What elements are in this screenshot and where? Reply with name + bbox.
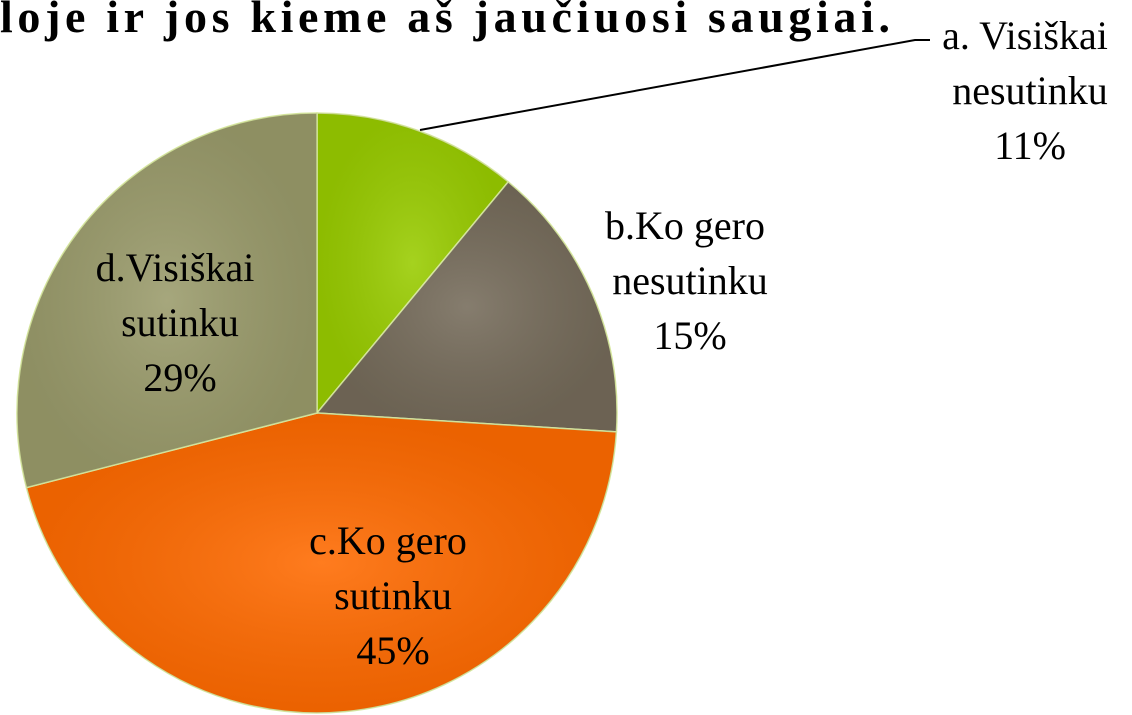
- slice-shade: [26, 413, 617, 713]
- chart-title: loje ir jos kieme aš jaučiuosi saugiai.: [0, 0, 890, 42]
- category-label: d.Visiškai sutinku: [96, 245, 265, 345]
- category-label: b.Ko gero nesutinku: [605, 203, 775, 303]
- slice-shade: [317, 113, 509, 413]
- pie: [16, 112, 618, 714]
- leader-line: [419, 39, 930, 131]
- slice-shade: [317, 181, 617, 432]
- slice-shade: [16, 113, 317, 488]
- category-label: c.Ko gero sutinku: [309, 518, 477, 618]
- value-label: 11%: [994, 123, 1066, 168]
- value-label: 29%: [143, 355, 216, 400]
- value-label: 45%: [356, 628, 429, 673]
- value-label: 15%: [653, 313, 726, 358]
- category-label: a. Visiškai nesutinku: [942, 13, 1118, 113]
